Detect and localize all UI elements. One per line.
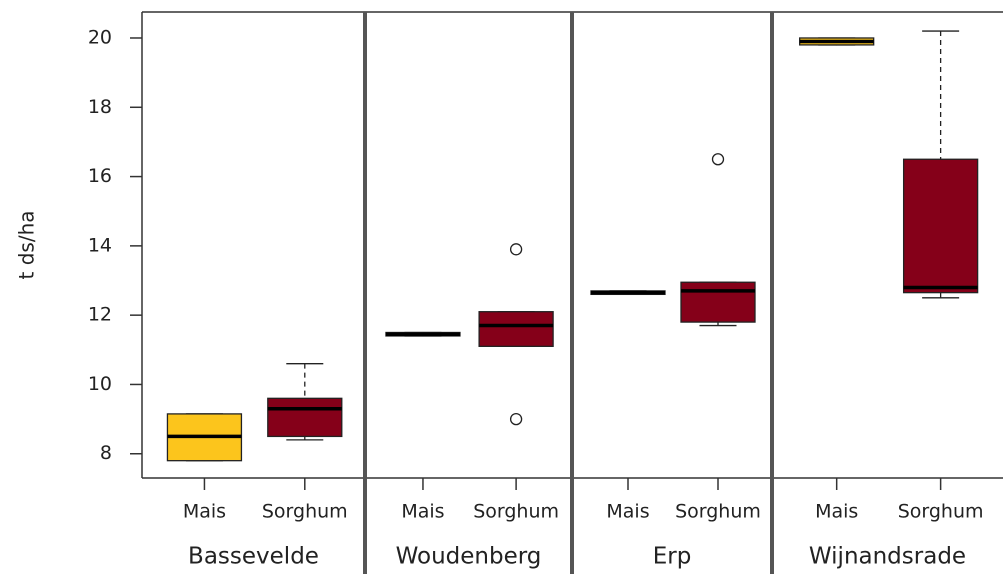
x-tick-label: Sorghum xyxy=(473,501,559,523)
x-tick-label: Sorghum xyxy=(675,501,761,523)
box xyxy=(478,311,554,347)
box xyxy=(680,281,756,323)
y-tick-label: 14 xyxy=(88,234,112,256)
y-tick-label: 18 xyxy=(88,96,112,118)
y-tick-label: 10 xyxy=(88,373,112,395)
box xyxy=(902,158,979,294)
y-axis-label: t ds/ha xyxy=(15,211,39,280)
x-tick-label: Mais xyxy=(401,501,444,523)
outlier xyxy=(509,243,523,256)
x-tick-label: Sorghum xyxy=(898,501,984,523)
outlier xyxy=(509,412,523,426)
panel-label: Bassevelde xyxy=(188,544,319,570)
x-tick-label: Mais xyxy=(606,501,649,523)
y-tick-label: 8 xyxy=(100,442,112,464)
outlier xyxy=(711,153,725,166)
panel-label: Wijnandsrade xyxy=(809,544,966,570)
panel-label: Woudenberg xyxy=(396,544,542,570)
y-tick-label: 16 xyxy=(88,165,112,187)
y-tick-label: 12 xyxy=(88,304,112,326)
box xyxy=(267,397,343,438)
panel-label: Erp xyxy=(653,544,692,570)
x-tick-label: Mais xyxy=(183,501,226,523)
x-tick-label: Mais xyxy=(815,501,858,523)
y-tick-label: 20 xyxy=(88,26,112,48)
x-tick-label: Sorghum xyxy=(262,501,348,523)
